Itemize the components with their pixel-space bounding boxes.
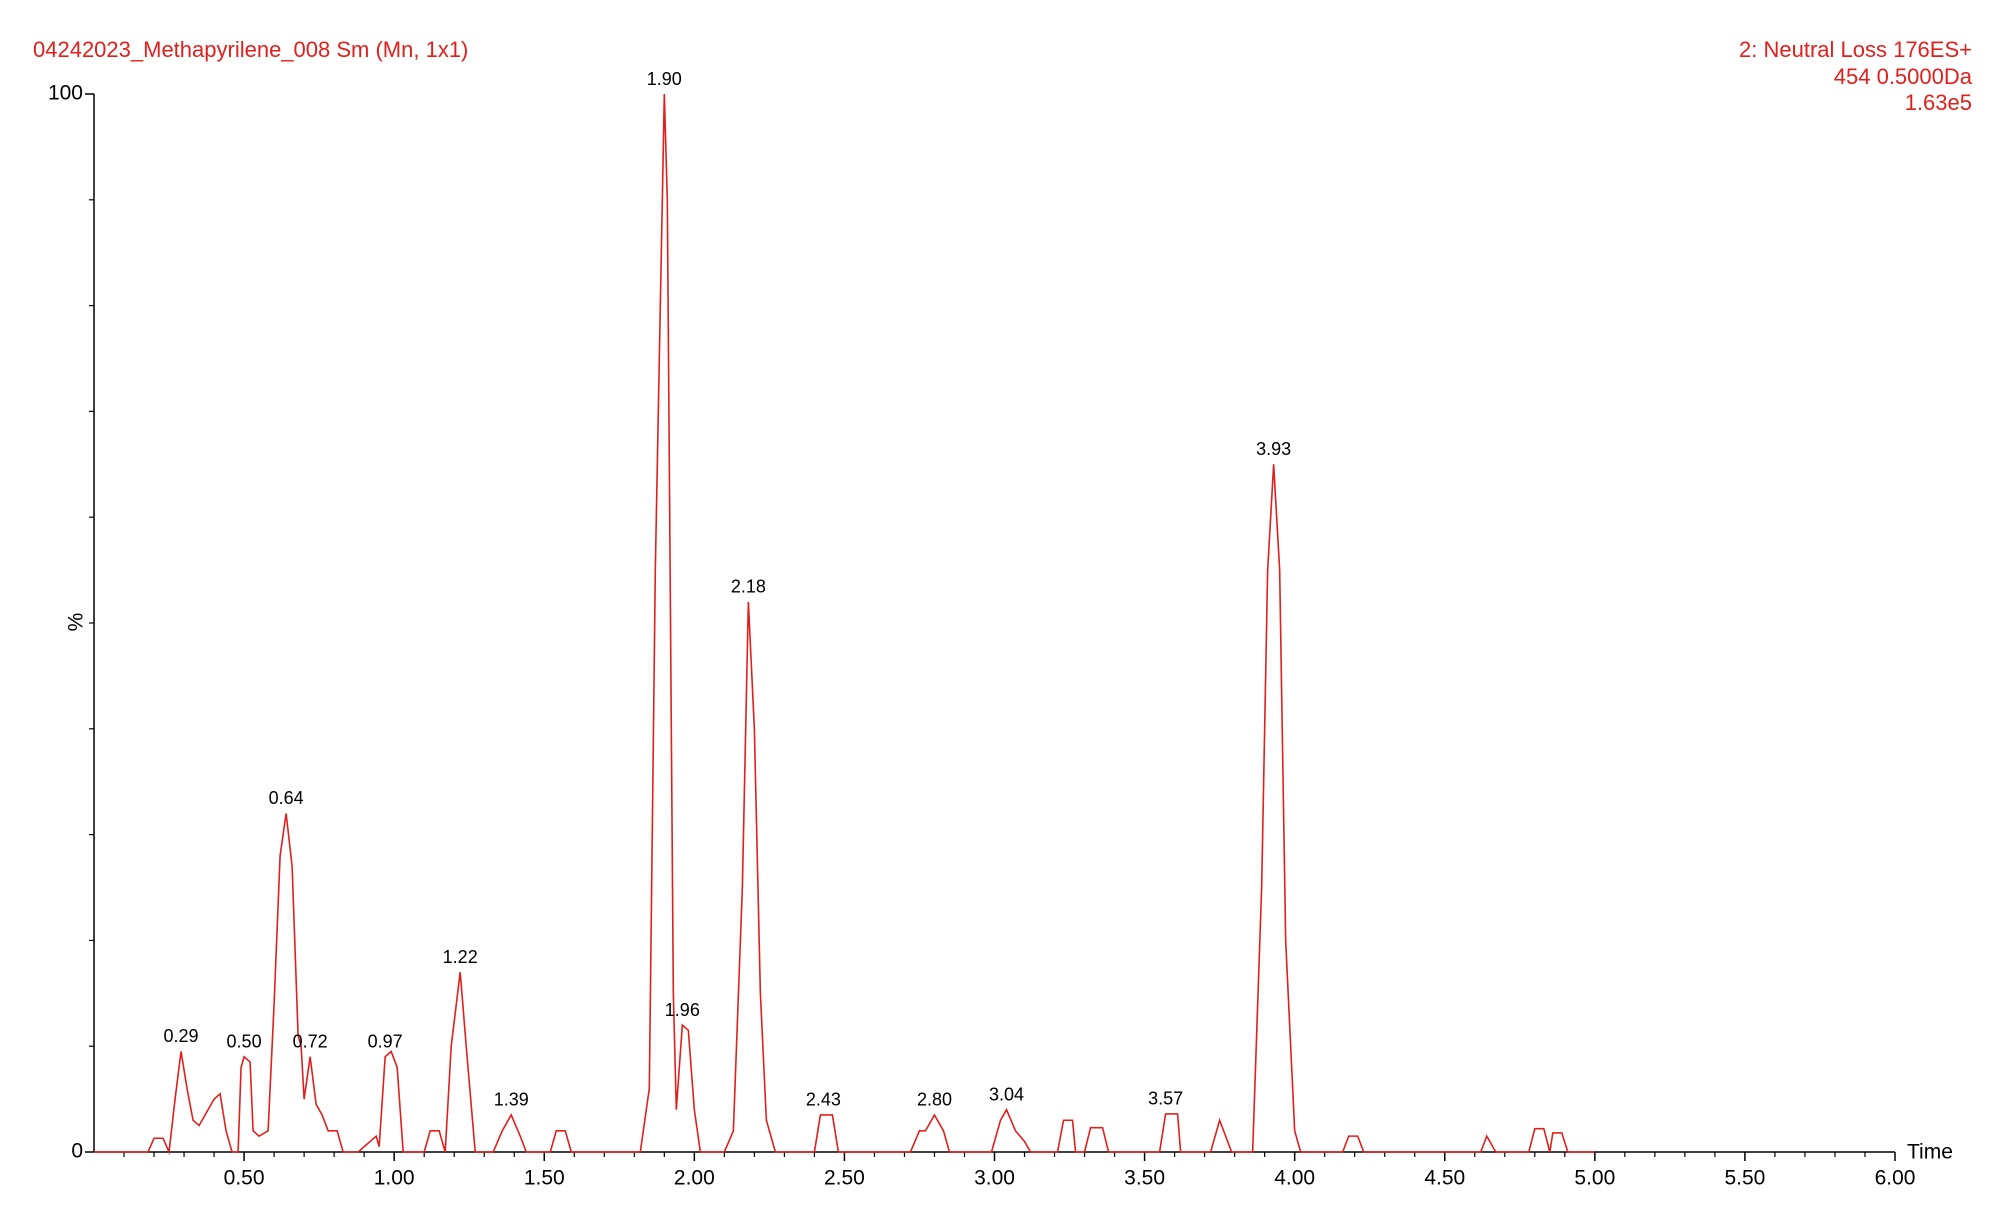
x-tick-label: 6.00 <box>1875 1167 1916 1190</box>
peak-label: 3.04 <box>989 1084 1024 1104</box>
peak-label: 2.80 <box>917 1090 952 1110</box>
x-tick-label: 0.50 <box>224 1167 265 1190</box>
peak-label: 1.90 <box>647 69 682 89</box>
peak-label: 1.96 <box>665 1000 700 1020</box>
peak-label: 0.64 <box>269 788 304 808</box>
peak-label: 2.43 <box>806 1090 841 1110</box>
x-tick-label: 5.50 <box>1724 1167 1765 1190</box>
x-axis-label: Time <box>1907 1141 1953 1164</box>
trace-line <box>94 93 1595 1156</box>
peak-label: 0.29 <box>164 1026 199 1046</box>
peak-label: 2.18 <box>731 577 766 597</box>
peak-label: 1.22 <box>443 947 478 967</box>
x-tick-label: 2.50 <box>824 1167 865 1190</box>
y-axis-label: % <box>65 613 88 632</box>
x-tick-label: 2.00 <box>674 1167 715 1190</box>
chart-subtitle: 454 0.5000Da <box>1834 64 1973 89</box>
peak-label: 0.72 <box>293 1032 328 1052</box>
x-tick-label: 3.50 <box>1124 1167 1165 1190</box>
peak-label: 0.50 <box>227 1032 262 1052</box>
peak-label: 0.97 <box>368 1032 403 1052</box>
peak-label: 3.57 <box>1148 1089 1183 1109</box>
chart-subtitle: 2: Neutral Loss 176ES+ <box>1739 37 1972 62</box>
x-tick-label: 3.00 <box>974 1167 1015 1190</box>
peak-label: 3.93 <box>1256 439 1291 459</box>
x-tick-label: 4.50 <box>1424 1167 1465 1190</box>
peak-label: 1.39 <box>494 1090 529 1110</box>
x-tick-label: 1.00 <box>374 1167 415 1190</box>
chart-subtitle: 1.63e5 <box>1905 90 1972 115</box>
x-tick-label: 5.00 <box>1574 1167 1615 1190</box>
y-tick-label: 0 <box>71 1140 83 1163</box>
y-tick-label: 100 <box>48 82 83 105</box>
chart-title: 04242023_Methapyrilene_008 Sm (Mn, 1x1) <box>33 37 468 62</box>
x-tick-label: 1.50 <box>524 1167 565 1190</box>
x-tick-label: 4.00 <box>1274 1167 1315 1190</box>
